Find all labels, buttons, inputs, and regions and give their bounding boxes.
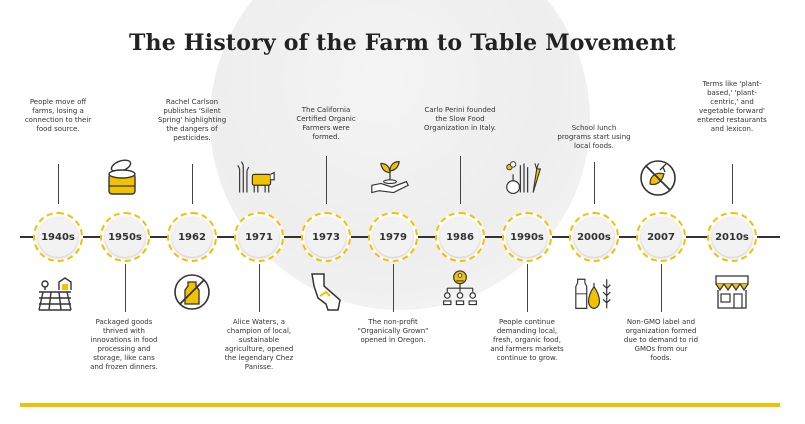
event-text-1979: The non-profit "Organically Grown" opene…	[357, 318, 429, 344]
storefront-icon	[715, 275, 749, 309]
year-node-1979: 1979	[368, 212, 418, 262]
no-gmo-icon	[640, 160, 676, 196]
year-label: 1940s	[38, 217, 78, 257]
year-label: 2010s	[712, 217, 752, 257]
year-node-1990s: 1990s	[502, 212, 552, 262]
connector-1973	[326, 156, 327, 204]
event-text-1971: Alice Waters, a champion of local, susta…	[224, 318, 294, 371]
hand-holding-sprout-icon	[371, 161, 409, 194]
no-spray-bottle-icon	[174, 274, 210, 310]
organization-chart-icon	[443, 270, 477, 306]
connector-1940s	[58, 164, 59, 204]
year-label: 1973	[306, 217, 346, 257]
connector-2000s	[594, 162, 595, 204]
year-node-2007: 2007	[636, 212, 686, 262]
farm-field-icon	[38, 277, 72, 311]
year-node-1973: 1973	[301, 212, 351, 262]
year-node-1950s: 1950s	[100, 212, 150, 262]
connector-1971	[259, 264, 260, 312]
year-label: 1950s	[105, 217, 145, 257]
year-label: 1962	[172, 217, 212, 257]
year-label: 1986	[440, 217, 480, 257]
california-map-icon	[311, 273, 341, 311]
event-text-1940s: People move off farms, losing a connecti…	[24, 98, 92, 133]
connector-1979	[393, 264, 394, 312]
footer-accent-bar	[20, 403, 780, 407]
open-can-icon	[108, 159, 136, 195]
connector-1990s	[527, 264, 528, 312]
connector-2010s	[732, 164, 733, 204]
event-text-2000s: School lunch programs start using local …	[557, 124, 631, 150]
year-node-1986: 1986	[435, 212, 485, 262]
connector-1986	[460, 156, 461, 204]
year-label: 2000s	[574, 217, 614, 257]
year-node-2010s: 2010s	[707, 212, 757, 262]
event-text-1950s: Packaged goods thrived with innovations …	[90, 318, 158, 371]
event-text-2007: Non-GMO label and organization formed du…	[623, 318, 699, 362]
year-label: 1990s	[507, 217, 547, 257]
event-text-2010s: Terms like 'plant-based,' 'plant-centric…	[697, 80, 767, 133]
event-text-1973: The California Certified Organic Farmers…	[296, 106, 356, 141]
connector-2007	[661, 264, 662, 312]
year-label: 1971	[239, 217, 279, 257]
connector-1950s	[125, 264, 126, 312]
vegetables-icon	[506, 161, 542, 195]
event-text-1986: Carlo Perini founded the Slow Food Organ…	[424, 106, 496, 132]
event-text-1962: Rachel Carlson publishes 'Silent Spring'…	[157, 98, 227, 142]
connector-1962	[192, 164, 193, 204]
wheat-and-cow-icon	[237, 161, 275, 193]
page-title: The History of the Farm to Table Movemen…	[128, 30, 677, 56]
milk-pear-wheat-icon	[575, 278, 611, 309]
year-node-1971: 1971	[234, 212, 284, 262]
year-label: 2007	[641, 217, 681, 257]
year-node-1940s: 1940s	[33, 212, 83, 262]
event-text-1990s: People continue demanding local, fresh, …	[490, 318, 564, 362]
year-label: 1979	[373, 217, 413, 257]
year-node-2000s: 2000s	[569, 212, 619, 262]
year-node-1962: 1962	[167, 212, 217, 262]
